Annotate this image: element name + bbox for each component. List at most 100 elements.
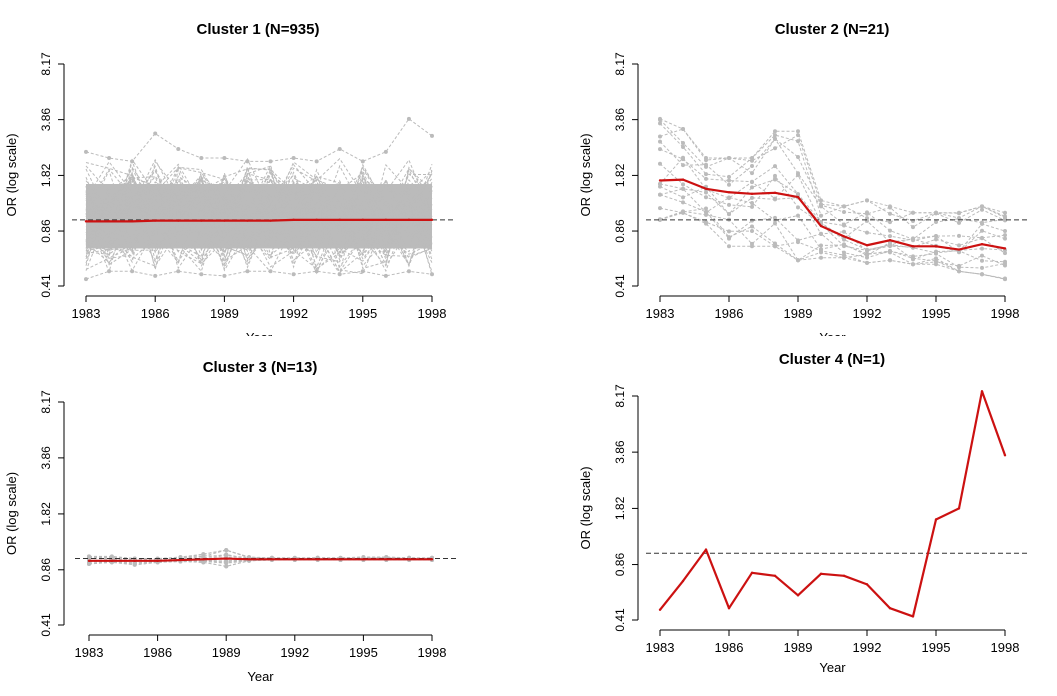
- member-point: [750, 164, 754, 169]
- mean-trajectory-point: [888, 239, 892, 242]
- member-point: [681, 127, 685, 132]
- member-line: [659, 128, 1006, 222]
- member-point: [750, 171, 754, 176]
- member-line: [85, 175, 433, 271]
- x-tick-label: 1998: [418, 306, 447, 321]
- member-line: [85, 167, 433, 235]
- x-tick-label: 1995: [348, 306, 377, 321]
- member-point: [84, 149, 88, 154]
- member-point: [704, 206, 708, 211]
- member-point: [796, 129, 800, 134]
- x-tick-label: 1983: [75, 645, 104, 660]
- member-point: [1003, 210, 1007, 215]
- member-point: [819, 255, 823, 260]
- member-point: [704, 164, 708, 169]
- member-point: [865, 260, 869, 265]
- x-tick-label: 1992: [279, 306, 308, 321]
- member-point: [773, 177, 777, 182]
- mean-trajectory-point: [338, 218, 341, 222]
- y-tick-label: 0.41: [613, 608, 627, 632]
- chart-panel-3: Cluster 3 (N=13) 0.41 0.86 1.82 3.86 8.17 OR (…: [4, 359, 456, 684]
- member-point: [888, 228, 892, 233]
- member-point: [957, 269, 961, 274]
- x-tick-label: 1986: [715, 640, 744, 655]
- mean-trajectory-point: [384, 218, 388, 222]
- member-point: [314, 269, 319, 274]
- member-point: [681, 210, 685, 215]
- member-point: [658, 192, 662, 197]
- member-point: [934, 210, 938, 215]
- member-line: [659, 194, 1006, 269]
- member-point: [888, 234, 892, 239]
- mean-trajectory-point: [202, 558, 205, 561]
- y-tick-label: 0.86: [613, 553, 627, 577]
- x-tick-label: 1986: [143, 645, 172, 660]
- member-point: [360, 269, 365, 274]
- member-point: [796, 139, 800, 144]
- member-point: [245, 159, 250, 164]
- chart-panel-2: Cluster 2 (N=21) 0.41 0.86 1.82 3.86 8.17 OR (…: [578, 21, 1029, 336]
- member-point: [750, 204, 754, 209]
- mean-trajectory-point: [84, 220, 88, 223]
- member-point: [681, 200, 685, 205]
- x-tick-label: 1989: [212, 645, 241, 660]
- member-point: [87, 561, 91, 566]
- member-line: [85, 168, 433, 258]
- member-point: [888, 204, 892, 209]
- member-point: [980, 253, 984, 258]
- member-point: [224, 553, 229, 558]
- member-trajectories: [658, 116, 1007, 282]
- mean-trajectory-point: [315, 218, 318, 222]
- member-point: [957, 210, 961, 215]
- member-point: [176, 146, 181, 151]
- member-point: [1003, 229, 1007, 234]
- y-axis-title: OR (log scale): [4, 133, 19, 216]
- mean-trajectory-point: [934, 518, 938, 521]
- member-point: [842, 210, 846, 215]
- member-point: [750, 224, 754, 229]
- member-point: [130, 269, 135, 274]
- member-point: [773, 173, 777, 178]
- member-point: [704, 172, 708, 177]
- member-point: [107, 269, 112, 274]
- member-line: [85, 174, 433, 275]
- member-point: [888, 220, 892, 225]
- member-point: [1003, 236, 1007, 241]
- member-point: [842, 222, 846, 227]
- member-point: [727, 182, 731, 187]
- member-point: [222, 273, 227, 278]
- mean-trajectory-point: [1003, 454, 1007, 457]
- member-line: [85, 164, 433, 274]
- member-point: [911, 210, 915, 215]
- mean-trajectory-point: [407, 558, 411, 561]
- x-tick-label: 1989: [784, 306, 813, 321]
- mean-trajectory-point: [316, 558, 319, 561]
- y-tick-label: 0.86: [39, 558, 53, 582]
- member-line: [85, 185, 433, 254]
- member-point: [980, 246, 984, 251]
- member-line: [85, 168, 433, 273]
- member-point: [727, 236, 731, 241]
- mean-trajectory-point: [704, 187, 708, 190]
- member-point: [201, 552, 206, 557]
- x-axis-title: Year: [246, 330, 273, 345]
- x-axis-title: Year: [819, 660, 846, 675]
- mean-trajectory-point: [247, 558, 251, 561]
- mean-trajectory-point: [87, 559, 91, 563]
- member-point: [291, 272, 296, 277]
- x-tick-label: 1983: [646, 640, 675, 655]
- member-point: [153, 131, 158, 136]
- mean-trajectory-point: [888, 606, 892, 610]
- member-point: [704, 190, 708, 195]
- member-point: [430, 272, 434, 277]
- y-tick-label: 1.82: [39, 163, 53, 187]
- x-tick-label: 1995: [922, 640, 951, 655]
- member-line: [85, 172, 433, 262]
- member-line: [85, 184, 433, 267]
- mean-trajectory-point: [339, 558, 342, 561]
- y-tick-label: 3.86: [39, 446, 53, 470]
- member-line: [659, 148, 1006, 241]
- mean-trajectory-point: [842, 574, 846, 577]
- member-line: [85, 165, 433, 252]
- member-point: [911, 237, 915, 242]
